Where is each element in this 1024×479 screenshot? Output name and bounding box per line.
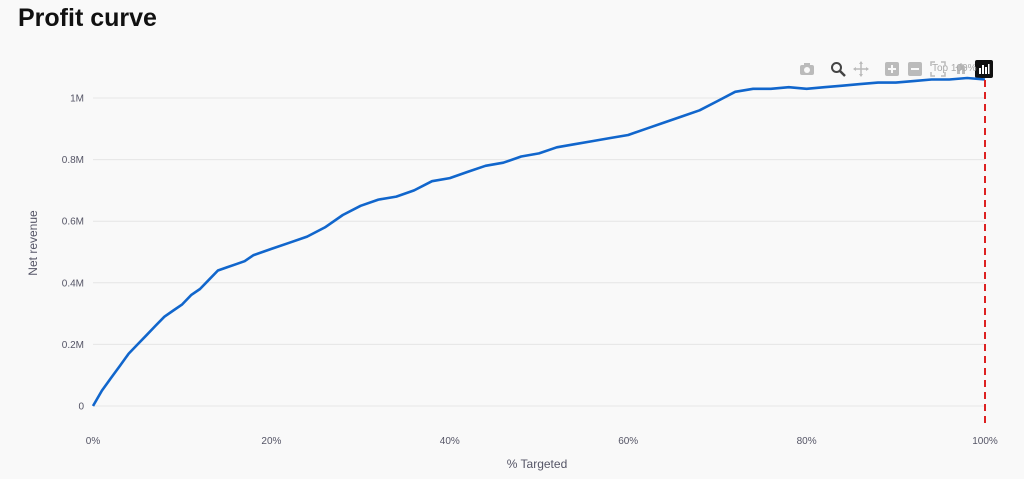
x-tick-label: 0% [86,436,101,447]
zoom-out-icon[interactable] [906,60,924,78]
y-tick-labels: 0 0.2M 0.4M 0.6M 0.8M 1M [62,94,85,413]
series-layer [91,76,986,407]
x-axis-title: % Targeted [507,457,568,471]
x-tick-label: 20% [261,436,281,447]
grid-layer [93,97,985,407]
zoom-in-icon[interactable] [883,60,901,78]
x-tick-label: 100% [972,436,998,447]
y-tick-label: 0.8M [62,155,84,166]
zoom-icon[interactable] [829,60,847,78]
x-tick-label: 80% [797,436,817,447]
camera-icon[interactable] [798,60,816,78]
x-tick-labels: 0% 20% 40% 60% 80% 100% [86,436,998,447]
y-tick-label: 0.2M [62,340,84,351]
y-tick-label: 0.4M [62,278,84,289]
reset-axes-icon[interactable] [952,60,970,78]
plotly-logo-icon[interactable] [975,60,993,78]
page-title: Profit curve [18,4,157,32]
autoscale-icon[interactable] [929,60,947,78]
y-tick-label: 0 [78,402,84,413]
series-line[interactable] [91,76,986,407]
x-tick-label: 60% [618,436,638,447]
x-tick-label: 40% [440,436,460,447]
pan-icon[interactable] [852,60,870,78]
y-tick-label: 0.6M [62,217,84,228]
top-percent-label: Top 100% [932,63,977,74]
chart-modebar [798,59,993,79]
y-axis-title: Net revenue [26,210,40,276]
y-tick-label: 1M [70,94,84,105]
